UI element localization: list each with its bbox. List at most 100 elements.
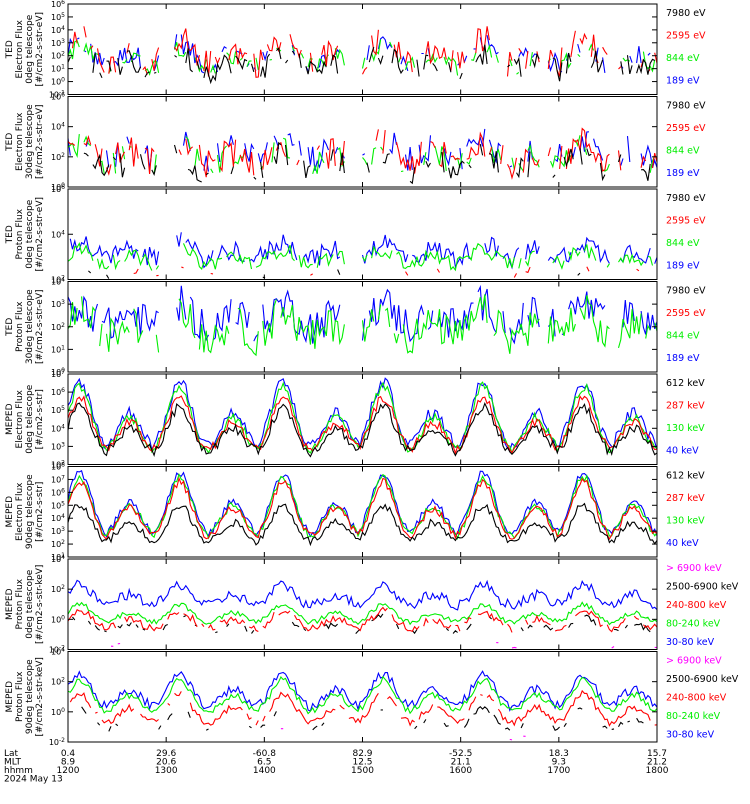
panel-5-series-blue xyxy=(68,377,657,452)
x-row-value: 29.6 xyxy=(156,749,176,759)
panel-6-ytick-label: 103 xyxy=(51,526,65,536)
panel-7-series-red xyxy=(68,606,657,633)
panel-3-ytick-label: 104 xyxy=(51,229,65,239)
panel-6-series-red xyxy=(68,476,657,541)
panel-7-series xyxy=(68,579,657,649)
x-row-value: 1700 xyxy=(547,766,570,776)
panel-6-ytick-label: 101 xyxy=(51,552,65,562)
panel-4-ytick-label: 102 xyxy=(51,322,65,332)
panel-6-legend-item: 612 keV xyxy=(666,471,705,482)
x-row-value: -60.8 xyxy=(253,749,277,759)
panel-7-series-green xyxy=(68,601,657,626)
panel-3-series-black xyxy=(88,270,648,279)
panel-8-ytick-label: 10-2 xyxy=(49,737,65,747)
x-row-label: hhmm xyxy=(4,766,33,776)
panel-6: 101 102 103 104 105 106 107 108 MEPED Electron Fl… xyxy=(5,462,705,563)
panel-1-legend-item: 844 eV xyxy=(666,53,700,64)
panel-6-ytick-label: 108 xyxy=(51,462,65,472)
panel-1-ylabel-line: TED xyxy=(5,40,15,59)
panel-2-legend-item: 7980 eV xyxy=(666,101,706,112)
panel-2-ytick-label: 106 xyxy=(51,92,65,102)
panel-8-series-green xyxy=(68,675,657,715)
x-row-value: 1500 xyxy=(351,766,374,776)
panel-6-ytick-label: 102 xyxy=(51,539,65,549)
panel-3-legend-item: 189 eV xyxy=(666,261,700,272)
panel-7-ylabel-line: Proton Flux xyxy=(15,578,25,629)
panel-2-ylabel-line: 30deg telescope xyxy=(25,104,35,179)
panel-3-ylabel-line: [#/cm2-s-str-eV] xyxy=(35,197,45,272)
panel-6-ylabel-line: Electron Flux xyxy=(15,482,25,541)
panel-7-legend-item: > 6900 keV xyxy=(666,563,722,574)
panel-8-series-red xyxy=(69,689,657,727)
panel-5-legend-item: 612 keV xyxy=(666,378,705,389)
panel-1-frame xyxy=(67,3,658,95)
panel-5-legend-item: 40 keV xyxy=(666,446,699,457)
panel-6-legend-item: 130 keV xyxy=(666,516,705,527)
panel-2-series-red xyxy=(68,127,657,180)
x-row-value: 15.7 xyxy=(647,749,667,759)
panel-8-ylabel: MEPED Proton Flux 90deg telescope [#/cm2-s-… xyxy=(5,657,45,736)
x-row-value: 18.3 xyxy=(549,749,569,759)
panel-3-series-blue xyxy=(69,232,657,270)
panel-6-ytick-label: 104 xyxy=(51,513,65,523)
panel-1-ytick-label: 100 xyxy=(51,77,65,87)
panel-5-ytick-label: 104 xyxy=(51,423,65,433)
panel-7-ytick-label: 10-2 xyxy=(49,645,65,655)
panel-1-legend-item: 189 eV xyxy=(666,76,700,87)
panel-5-ytick-label: 102 xyxy=(51,460,65,470)
panel-1-legend-item: 7980 eV xyxy=(666,8,706,19)
panel-3-legend-item: 844 eV xyxy=(666,238,700,249)
panel-4-legend-item: 844 eV xyxy=(666,331,700,342)
panel-2-series xyxy=(68,127,657,184)
panel-5-ytick-label: 107 xyxy=(51,369,65,379)
panel-6-series xyxy=(68,470,657,547)
panel-5-series-black xyxy=(68,402,657,458)
panel-7-ylabel-line: MEPED xyxy=(5,588,15,620)
x-axis-labels: Lat 0.4 29.6 -60.8 82.9 -52.5 18.3 15.7 MLT 8.9 20… xyxy=(4,749,669,785)
panel-5-ytick-label: 106 xyxy=(51,387,65,397)
panel-8-series-blue xyxy=(68,670,657,712)
panel-5-legend-item: 287 keV xyxy=(666,401,705,412)
x-row-value: 1400 xyxy=(253,766,276,776)
panel-4-legend-item: 189 eV xyxy=(666,353,700,364)
panel-6-legend-item: 40 keV xyxy=(666,538,699,549)
panel-4-ytick-label: 104 xyxy=(51,277,65,287)
panel-4-ytick-label: 103 xyxy=(51,299,65,309)
x-axis-date: 2024 May 13 xyxy=(4,775,63,785)
panel-1-series-black xyxy=(68,44,655,85)
panel-6-series-black xyxy=(68,502,657,547)
panel-4: 100 101 102 103 104 TED Proton Flux 30deg teles… xyxy=(5,277,706,378)
panel-7-ylabel: MEPED Proton Flux 0deg telescope [#/cm2-s-s… xyxy=(5,565,45,644)
panel-3-ylabel: TED Proton Flux 0deg telescope [#/cm2-s-str… xyxy=(5,197,45,272)
panel-6-ylabel-line: 90deg telescope xyxy=(25,474,35,549)
panel-8-ylabel-line: 90deg telescope xyxy=(25,659,35,734)
panel-8-ytick-label: 102 xyxy=(51,677,65,687)
panel-7-series-black xyxy=(72,613,651,635)
panel-6-ytick-label: 106 xyxy=(51,487,65,497)
panel-4-legend-item: 7980 eV xyxy=(666,286,706,297)
panel-8: 10-2 100 102 104 MEPED Proton Flux 90deg teles… xyxy=(5,647,739,748)
x-row-label: MLT xyxy=(4,758,22,768)
panel-2-ytick-label: 104 xyxy=(51,122,65,132)
panel-8-series-magenta xyxy=(281,729,646,740)
panel-6-ytick-label: 105 xyxy=(51,500,65,510)
panel-5-legend-item: 130 keV xyxy=(666,423,705,434)
x-row-value: 21.1 xyxy=(451,758,471,768)
panel-4-ylabel-line: [#/cm2-s-str-eV] xyxy=(35,289,45,364)
panel-3-ylabel-line: Proton Flux xyxy=(15,208,25,259)
panel-5: 102 103 104 105 106 107 MEPED Electron Flux 0deg… xyxy=(5,369,705,470)
panel-2-legend-item: 2595 eV xyxy=(666,123,706,134)
x-row-value: 0.4 xyxy=(61,749,76,759)
panel-4-series xyxy=(68,284,657,357)
panel-7-series-blue xyxy=(68,579,657,611)
panel-2-frame xyxy=(67,96,658,188)
panel-2-legend-item: 844 eV xyxy=(666,146,700,157)
panel-8-series xyxy=(68,670,657,740)
panel-8-legend-item: 2500-6900 keV xyxy=(666,674,739,685)
panel-3-legend-item: 2595 eV xyxy=(666,216,706,227)
panel-5-ytick-label: 105 xyxy=(51,405,65,415)
x-row-value: 1200 xyxy=(57,766,80,776)
panel-3-legend-item: 7980 eV xyxy=(666,193,706,204)
